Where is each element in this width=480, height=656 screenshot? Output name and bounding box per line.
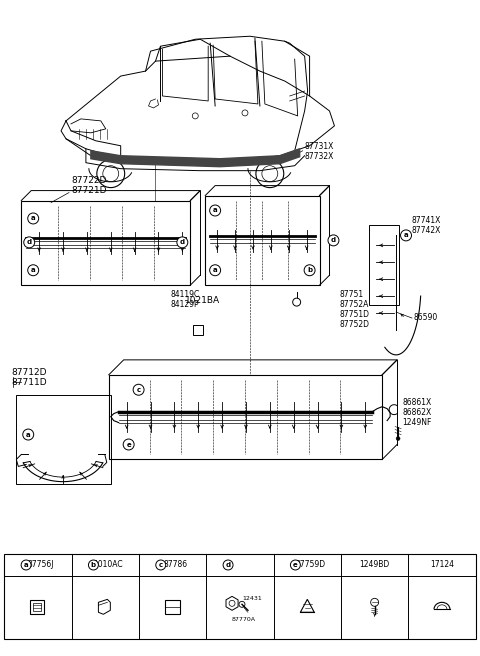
Circle shape (28, 213, 39, 224)
Text: a: a (213, 267, 217, 274)
Circle shape (239, 602, 245, 607)
Bar (4, 554, 476, 639)
Circle shape (88, 560, 98, 570)
Text: e: e (293, 562, 298, 568)
Bar (21, 201, 190, 285)
Circle shape (156, 560, 166, 570)
Text: 1010AC: 1010AC (94, 560, 123, 569)
Circle shape (242, 110, 248, 116)
Circle shape (371, 598, 379, 606)
Bar (193, 325, 203, 335)
Circle shape (210, 265, 221, 276)
Circle shape (328, 235, 339, 246)
Text: 87731X: 87731X (305, 142, 334, 151)
Text: 87722D: 87722D (71, 176, 107, 184)
Text: d: d (27, 239, 32, 245)
Circle shape (23, 429, 34, 440)
Bar (205, 195, 320, 285)
Text: 86861X: 86861X (402, 398, 432, 407)
Text: 87752D: 87752D (339, 320, 370, 329)
Circle shape (24, 237, 35, 248)
Circle shape (103, 166, 119, 182)
Circle shape (21, 560, 31, 570)
Bar (165, 600, 180, 614)
Bar (16, 395, 111, 484)
Text: a: a (213, 207, 217, 213)
Circle shape (28, 265, 39, 276)
Text: 87711D: 87711D (12, 378, 47, 387)
Bar (33, 604, 41, 611)
Circle shape (401, 230, 411, 241)
Text: a: a (404, 232, 408, 238)
Circle shape (396, 436, 400, 441)
Text: 87752A: 87752A (339, 300, 369, 309)
Text: a: a (24, 562, 28, 568)
Text: 87759D: 87759D (295, 560, 325, 569)
Text: 84119C: 84119C (170, 290, 200, 299)
Text: a: a (26, 432, 31, 438)
Circle shape (293, 298, 300, 306)
Text: 87786: 87786 (164, 560, 188, 569)
Text: 86862X: 86862X (402, 407, 432, 417)
Polygon shape (91, 149, 300, 167)
Text: 1249NF: 1249NF (402, 418, 432, 426)
Circle shape (304, 265, 315, 276)
Text: e: e (126, 441, 131, 447)
Text: 17124: 17124 (430, 560, 454, 569)
Text: b: b (91, 562, 96, 568)
Text: b: b (307, 267, 312, 274)
Circle shape (123, 439, 134, 450)
Text: a: a (31, 267, 36, 274)
Text: 87770A: 87770A (232, 617, 256, 622)
Text: d: d (180, 239, 185, 245)
Text: 87732X: 87732X (305, 152, 334, 161)
Circle shape (262, 166, 278, 182)
Circle shape (177, 237, 188, 248)
Circle shape (210, 205, 221, 216)
Text: c: c (136, 387, 141, 393)
Text: 84129P: 84129P (170, 300, 199, 309)
Text: 87751D: 87751D (339, 310, 370, 319)
Bar (30, 600, 44, 614)
Text: 87712D: 87712D (12, 368, 47, 377)
Text: a: a (31, 215, 36, 222)
Text: 1021BA: 1021BA (185, 296, 220, 305)
Circle shape (223, 560, 233, 570)
Text: 12431: 12431 (242, 596, 262, 601)
Text: d: d (226, 562, 230, 568)
Circle shape (97, 159, 125, 188)
Circle shape (229, 600, 235, 606)
Text: 86590: 86590 (414, 313, 438, 322)
Circle shape (133, 384, 144, 395)
Bar (109, 375, 382, 459)
Text: d: d (331, 237, 336, 243)
Text: 87756J: 87756J (28, 560, 54, 569)
Circle shape (192, 113, 198, 119)
Bar (369, 226, 399, 305)
Circle shape (256, 159, 284, 188)
Text: c: c (159, 562, 163, 568)
Circle shape (290, 560, 300, 570)
Text: 87741X: 87741X (412, 216, 442, 226)
Text: 87721D: 87721D (71, 186, 107, 195)
Text: 87742X: 87742X (412, 226, 442, 236)
Text: 1249BD: 1249BD (360, 560, 390, 569)
Text: 87751: 87751 (339, 290, 363, 299)
